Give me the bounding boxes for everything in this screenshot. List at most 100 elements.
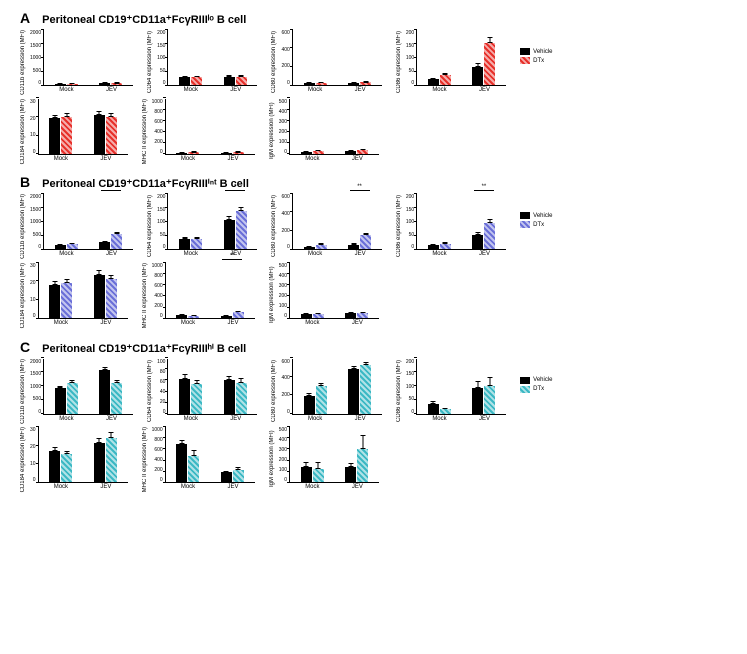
bar-chart: CD11b expression (MFI)2000150010005000Mo… bbox=[20, 30, 133, 95]
error-bar bbox=[306, 313, 307, 314]
bar-chart: IgM expression (MFI)5004003002001000Mock… bbox=[269, 263, 379, 326]
y-axis: 6004002000 bbox=[281, 359, 291, 415]
bar-vehicle bbox=[348, 369, 359, 414]
plot-area bbox=[289, 99, 379, 155]
bar-vehicle bbox=[345, 151, 356, 154]
y-axis: 3020100 bbox=[30, 427, 38, 483]
x-tick-label: Mock bbox=[54, 320, 68, 326]
bar-dtx bbox=[61, 117, 72, 154]
bar-vehicle bbox=[179, 77, 190, 85]
bar-chart: CD184 expression (MFI)3020100MockJEV bbox=[20, 427, 128, 492]
y-axis: 5004003002001000 bbox=[279, 99, 289, 155]
bar-vehicle bbox=[345, 467, 356, 483]
error-bar bbox=[193, 315, 194, 316]
x-axis: MockJEV bbox=[167, 87, 257, 93]
bar-group bbox=[421, 194, 457, 249]
x-tick-label: Mock bbox=[54, 484, 68, 490]
bar-vehicle bbox=[304, 247, 315, 249]
bar-vehicle bbox=[348, 83, 359, 85]
y-tick-label: 300 bbox=[279, 447, 287, 453]
error-bar bbox=[54, 115, 55, 119]
bar-group bbox=[421, 359, 457, 414]
y-tick-label: 1000 bbox=[30, 55, 41, 61]
y-axis-label: CD11b expression (MFI) bbox=[20, 194, 30, 259]
plot-area: ** bbox=[165, 263, 255, 319]
bar-vehicle bbox=[99, 370, 110, 413]
error-bar bbox=[489, 219, 490, 222]
bar-chart: CD184 expression (MFI)3020100MockJEV bbox=[20, 263, 128, 328]
bar-dtx bbox=[188, 152, 199, 154]
y-tick-label: 30 bbox=[30, 99, 36, 105]
bar-vehicle bbox=[179, 239, 190, 249]
panel-letter: C bbox=[20, 339, 30, 355]
bar-dtx bbox=[440, 244, 451, 250]
bar-dtx bbox=[316, 386, 327, 414]
bar-dtx bbox=[236, 77, 247, 85]
error-bar bbox=[111, 432, 112, 438]
y-tick-label: 100 bbox=[406, 384, 414, 390]
y-tick-label: 150 bbox=[406, 43, 414, 49]
swatch-vehicle bbox=[520, 212, 530, 219]
bar-group bbox=[87, 99, 123, 154]
y-tick-label: 1000 bbox=[152, 99, 163, 105]
y-axis-label: CD184 expression (MFI) bbox=[20, 99, 30, 164]
bar-group bbox=[43, 427, 79, 482]
error-bar bbox=[229, 376, 230, 380]
y-tick-label: 200 bbox=[154, 467, 162, 473]
y-tick-label: 200 bbox=[279, 457, 287, 463]
error-bar bbox=[181, 440, 182, 444]
bar-group bbox=[339, 99, 375, 154]
bar-dtx bbox=[111, 234, 122, 249]
bar-group bbox=[87, 427, 123, 482]
error-bar bbox=[196, 76, 197, 77]
bar-dtx bbox=[316, 245, 327, 250]
x-axis: MockJEV bbox=[43, 251, 133, 257]
plot-area bbox=[43, 30, 133, 86]
x-tick-label: JEV bbox=[230, 416, 241, 422]
bar-group bbox=[339, 427, 375, 482]
bar-dtx bbox=[484, 43, 495, 85]
bar-vehicle bbox=[99, 83, 110, 85]
error-bar bbox=[196, 237, 197, 239]
x-axis: MockJEV bbox=[165, 156, 255, 162]
error-bar bbox=[489, 377, 490, 385]
y-tick-label: 1000 bbox=[152, 263, 163, 269]
plot-area bbox=[38, 427, 128, 483]
y-tick-label: 600 bbox=[281, 30, 289, 36]
x-tick-label: Mock bbox=[308, 416, 322, 422]
bar-dtx bbox=[111, 383, 122, 414]
legend-item-dtx: DTx bbox=[520, 57, 552, 64]
bar-group: ** bbox=[214, 263, 250, 318]
x-tick-label: Mock bbox=[305, 484, 319, 490]
x-tick-label: Mock bbox=[308, 251, 322, 257]
chart-rows: CD11b expression (MFI)2000150010005000**… bbox=[20, 194, 727, 328]
legend-item-dtx: DTx bbox=[520, 221, 552, 228]
chart-row: CD184 expression (MFI)3020100MockJEVMHC … bbox=[20, 427, 727, 492]
plot-area bbox=[416, 30, 506, 86]
error-bar bbox=[318, 150, 319, 151]
bar-group bbox=[170, 427, 206, 482]
bar-group bbox=[170, 263, 206, 318]
y-tick-label: 400 bbox=[279, 273, 287, 279]
panel-C: CPeritoneal CD19⁺CD11a⁺FcγRIIIʰⁱ B cellC… bbox=[20, 339, 727, 493]
y-tick-label: 500 bbox=[279, 427, 287, 433]
bar-group bbox=[43, 99, 79, 154]
y-axis-label: IgM expression (MFI) bbox=[269, 99, 279, 162]
y-axis-label: CD64 expression (MFI) bbox=[147, 359, 157, 422]
bar-group bbox=[466, 359, 502, 414]
bar-chart: CD86 expression (MFI)200150100500MockJEV bbox=[396, 30, 506, 93]
significance-marker: *** bbox=[107, 184, 114, 190]
x-tick-label: Mock bbox=[305, 156, 319, 162]
legend-label: Vehicle bbox=[533, 213, 552, 219]
error-bar bbox=[226, 471, 227, 473]
bar-dtx bbox=[360, 82, 371, 85]
bar-group bbox=[342, 359, 378, 414]
x-tick-label: JEV bbox=[228, 484, 239, 490]
chart-row: CD184 expression (MFI)3020100MockJEVMHC … bbox=[20, 263, 727, 328]
y-tick-label: 500 bbox=[279, 99, 287, 105]
bar-group bbox=[48, 30, 84, 85]
error-bar bbox=[241, 207, 242, 211]
bar-group bbox=[214, 427, 250, 482]
bar-group bbox=[43, 263, 79, 318]
x-tick-label: JEV bbox=[355, 416, 366, 422]
